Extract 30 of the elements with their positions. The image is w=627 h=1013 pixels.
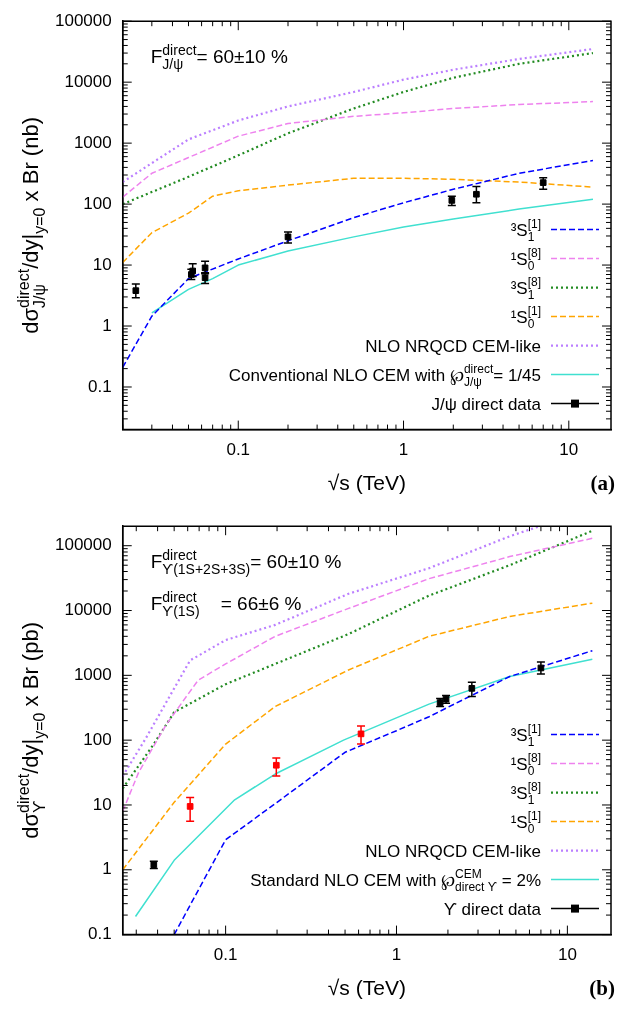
text: dσdirectϒ/dy|y=0 x Br (pb) [14,622,49,839]
y-tick-label: 100000 [54,10,112,30]
y-tick-label: 1 [102,315,112,335]
y-tick-label: 10 [92,794,112,814]
x-tick-label: 0.1 [213,945,238,965]
y-tick-label: 1000 [73,665,112,685]
text: (b) [589,976,616,1000]
x-axis-title: √s (TeV) [327,471,406,494]
legend-label: J/ψ direct data [431,394,542,414]
y-tick-label: 0.1 [88,376,112,396]
x-tick-label: 0.1 [226,440,251,460]
legend-label: NLO NRQCD CEM-like [365,841,542,861]
y-axis-title: dσdirectJ/ψ/dy|y=0 x Br (nb) [14,117,49,334]
y-tick-label: 10 [92,254,112,274]
y-tick-label: 0.1 [88,924,112,944]
x-tick-label: 1 [391,945,402,965]
x-axis-title: √s (TeV) [327,976,406,999]
x-tick-label: 10 [557,945,577,965]
text: (a) [590,471,616,495]
y-tick-label: 100000 [54,535,112,555]
legend-label: NLO NRQCD CEM-like [365,336,542,356]
x-tick-label: 1 [398,440,409,460]
legend-label: ϒ direct data [443,899,542,919]
y-tick-label: 1000 [73,132,112,152]
x-tick-label: 10 [559,440,579,460]
y-tick-label: 100 [83,729,112,749]
y-tick-label: 100 [83,193,112,213]
y-tick-label: 10000 [64,600,112,620]
y-tick-label: 1 [102,859,112,879]
y-tick-label: 10000 [64,71,112,91]
